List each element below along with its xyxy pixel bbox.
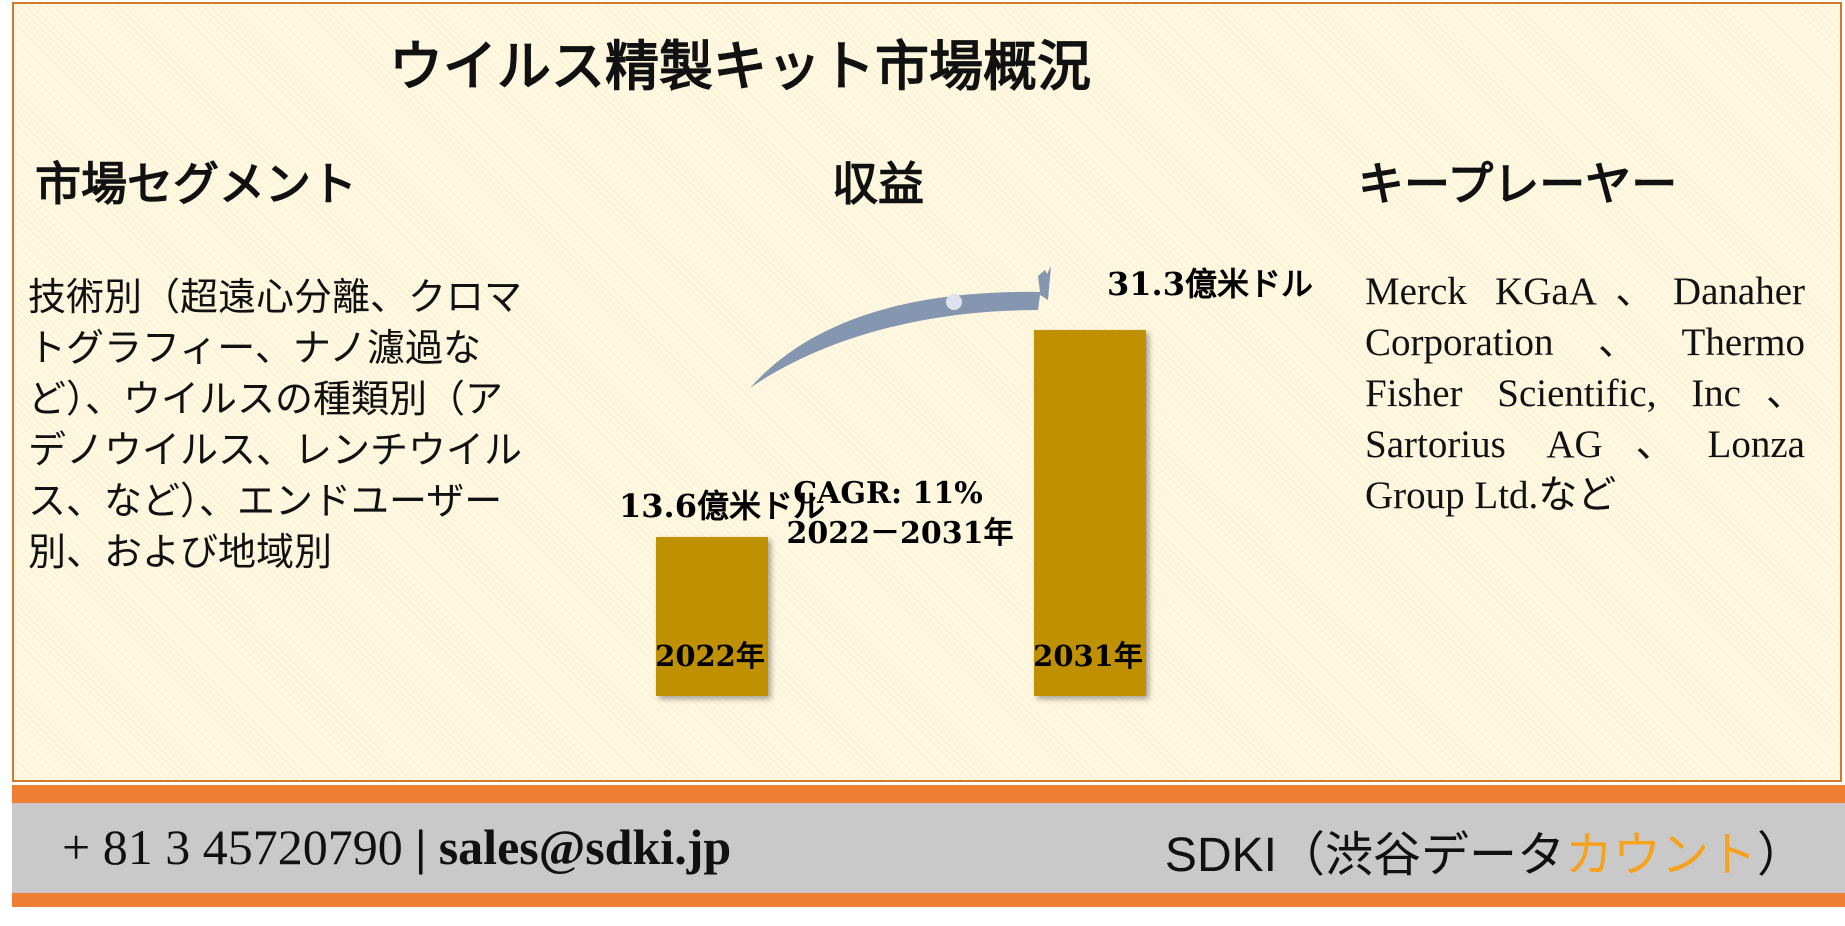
infographic-panel (12, 2, 1842, 782)
email-address: sales@sdki.jp (438, 819, 732, 875)
brand-main: SDKI（渋谷データ (1164, 829, 1565, 882)
bar-2031 (1034, 330, 1146, 696)
arrow-highlight-dot (946, 294, 962, 310)
brand-accent: カウント (1564, 829, 1757, 882)
revenue-chart: 13.6億米ドル 31.3億米ドル 2022年 2031年 CAGR: 11% … (619, 265, 1313, 696)
segment-heading: 市場セグメント (35, 157, 357, 211)
value-label-2031: 31.3億米ドル (1107, 265, 1313, 303)
bar-2022 (656, 536, 768, 696)
contact-info: + 81 3 45720790 | sales@sdki.jp (62, 818, 731, 876)
category-label-2031: 2031年 (1033, 639, 1143, 673)
players-text: Merck KGaA、Danaher Corporation、Thermo Fi… (1365, 270, 1805, 517)
revenue-heading: 収益 (832, 157, 924, 211)
players-heading: キープレーヤー (1358, 157, 1678, 211)
footer-top-stripe (12, 785, 1845, 803)
cagr-label: CAGR: 11% (793, 476, 982, 511)
segment-text: 技術別（超遠心分離、クロマトグラフィー、ナノ濾過など）、ウイルスの種類別（アデノ… (28, 275, 523, 574)
footer-bottom-stripe (12, 893, 1845, 907)
brand-name: SDKI（渋谷データカウント） (1165, 815, 1805, 885)
footer (12, 803, 1845, 893)
phone-number: + 81 3 45720790 (62, 819, 403, 875)
category-label-2022: 2022年 (655, 639, 765, 673)
page-title: ウイルス精製キット市場概況 (389, 34, 1091, 98)
contact-separator: | (415, 819, 427, 875)
brand-close: ） (1756, 829, 1805, 882)
cagr-period-label: 2022－2031年 (787, 516, 1014, 551)
growth-arrow (750, 266, 1051, 388)
value-label-2022: 13.6億米ドル (619, 487, 825, 525)
